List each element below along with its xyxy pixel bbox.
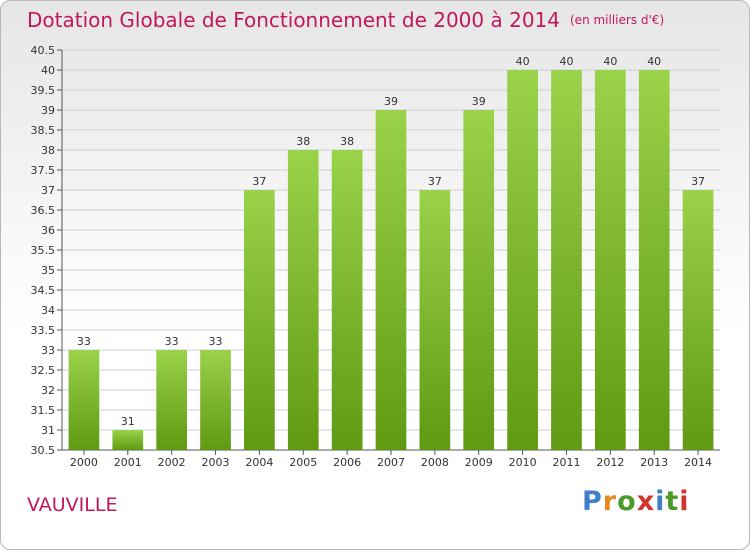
data-label-2001: 31 <box>121 415 135 428</box>
y-tick-label: 35 <box>41 264 55 277</box>
bar-2010 <box>507 70 538 450</box>
data-label-2011: 40 <box>559 55 573 68</box>
x-tick-label-2014: 2014 <box>684 456 712 469</box>
data-label-2007: 39 <box>384 95 398 108</box>
y-tick-label: 36.5 <box>31 204 56 217</box>
y-tick-label: 33.5 <box>31 324 56 337</box>
y-tick-label: 35.5 <box>31 244 56 257</box>
bar-2013 <box>638 70 670 450</box>
data-label-2003: 33 <box>209 335 223 348</box>
y-tick-label: 31 <box>41 424 55 437</box>
chart-unit: (en milliers d'€) <box>570 13 665 27</box>
bar-2011 <box>551 70 582 450</box>
bar-2005 <box>287 150 319 450</box>
bar-2001 <box>112 430 144 450</box>
logo-letter: t <box>665 486 680 517</box>
x-tick-label-2005: 2005 <box>289 456 317 469</box>
logo-letter: x <box>636 486 656 517</box>
x-tick-label-2006: 2006 <box>333 456 361 469</box>
x-tick-label-2013: 2013 <box>640 456 668 469</box>
y-tick-label: 34 <box>41 304 55 317</box>
bar-2000 <box>68 350 100 450</box>
x-tick-label-2009: 2009 <box>465 456 493 469</box>
data-label-2009: 39 <box>472 95 486 108</box>
x-tick-label-2001: 2001 <box>114 456 142 469</box>
x-tick-label-2010: 2010 <box>509 456 537 469</box>
y-tick-label: 33 <box>41 344 55 357</box>
data-label-2013: 40 <box>647 55 661 68</box>
bar-2014 <box>682 190 714 450</box>
logo-letter: i <box>679 486 690 517</box>
y-tick-label: 32.5 <box>31 364 56 377</box>
y-tick-label: 38 <box>41 144 55 157</box>
bar-2003 <box>200 350 231 450</box>
x-tick-label-2012: 2012 <box>596 456 624 469</box>
data-label-2014: 37 <box>691 175 705 188</box>
bar-2007 <box>375 110 407 450</box>
bar-2006 <box>331 150 363 450</box>
x-tick-label-2008: 2008 <box>421 456 449 469</box>
data-label-2005: 38 <box>296 135 310 148</box>
y-tick-label: 39.5 <box>31 84 56 97</box>
logo-letter: r <box>602 486 618 517</box>
x-tick-label-2004: 2004 <box>245 456 273 469</box>
y-tick-label: 36 <box>41 224 55 237</box>
proxiti-logo[interactable]: Proxiti <box>582 486 690 517</box>
bars <box>68 70 714 450</box>
data-label-2010: 40 <box>516 55 530 68</box>
y-tick-label: 34.5 <box>31 284 56 297</box>
x-tick-label-2003: 2003 <box>202 456 230 469</box>
y-tick-label: 31.5 <box>31 404 56 417</box>
commune-name: VAUVILLE <box>27 494 118 516</box>
y-tick-label: 38.5 <box>31 124 56 137</box>
logo-letter: o <box>617 486 637 517</box>
bar-2009 <box>463 110 495 450</box>
data-label-2006: 38 <box>340 135 354 148</box>
x-tick-label-2002: 2002 <box>158 456 186 469</box>
y-tick-label: 32 <box>41 384 55 397</box>
chart-title: Dotation Globale de Fonctionnement de 20… <box>27 8 664 32</box>
bar-2008 <box>419 190 451 450</box>
data-label-2002: 33 <box>165 335 179 348</box>
bar-2002 <box>156 350 188 450</box>
y-tick-label: 37.5 <box>31 164 56 177</box>
x-tick-label-2007: 2007 <box>377 456 405 469</box>
bar-2004 <box>244 190 275 450</box>
x-tick-label-2011: 2011 <box>552 456 580 469</box>
labels: 30.5 31 31.5 32 32.5 33 33.5 34 34.5 35 35.5 36 36.5… <box>31 44 713 469</box>
data-label-2004: 37 <box>252 175 266 188</box>
bar-2012 <box>594 70 626 450</box>
data-label-2012: 40 <box>603 55 617 68</box>
y-tick-label: 30.5 <box>31 444 56 457</box>
data-label-2000: 33 <box>77 335 91 348</box>
y-tick-label: 37 <box>41 184 55 197</box>
y-tick-label: 40 <box>41 64 55 77</box>
logo-letter: i <box>655 486 666 517</box>
x-tick-label-2000: 2000 <box>70 456 98 469</box>
logo-letter: P <box>582 486 603 517</box>
y-tick-label: 40.5 <box>31 44 56 57</box>
y-tick-label: 39 <box>41 104 55 117</box>
data-label-2008: 37 <box>428 175 442 188</box>
chart-title-text: Dotation Globale de Fonctionnement de 20… <box>27 8 560 32</box>
